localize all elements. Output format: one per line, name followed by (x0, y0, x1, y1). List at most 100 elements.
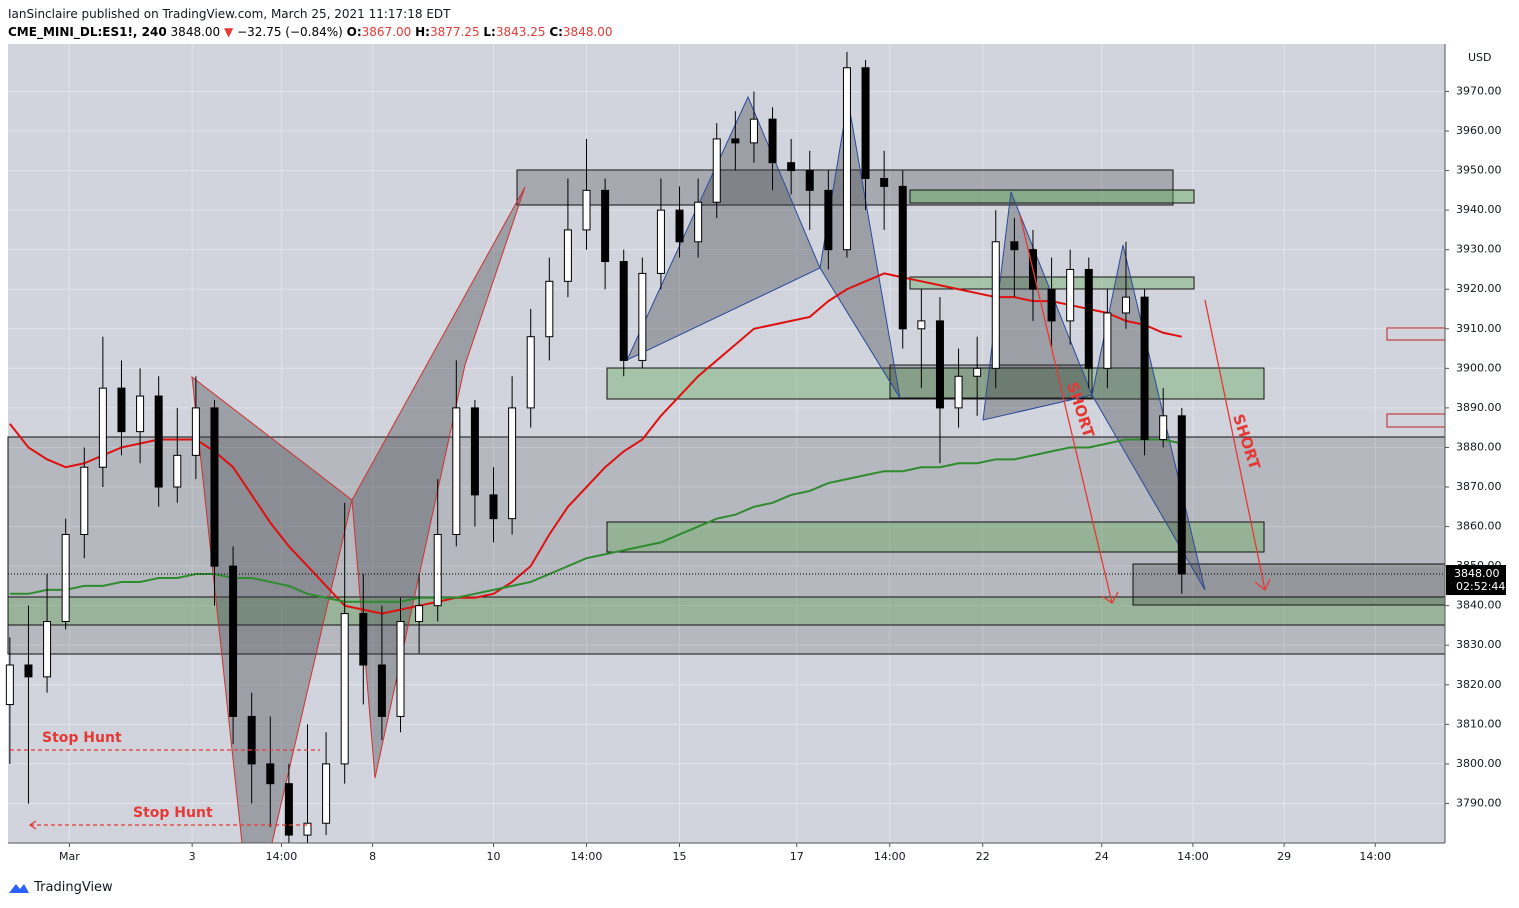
y-tick-label: 3870.00 (1456, 480, 1502, 493)
candle-body (1047, 288, 1056, 322)
candle-body (98, 387, 107, 468)
moving-average (9, 272, 1182, 615)
candle-body (1121, 296, 1130, 314)
candle-body (935, 320, 944, 409)
candle-body (582, 189, 591, 231)
y-tick-label: 3950.00 (1456, 164, 1502, 177)
candle-body (322, 763, 331, 824)
zone (606, 367, 1265, 400)
candle-body (563, 229, 572, 282)
patterns (191, 95, 1206, 844)
x-tick-label: 14:00 (266, 850, 298, 863)
x-tick-label: 14:00 (874, 850, 906, 863)
candle-body (452, 407, 461, 535)
candle-body (545, 280, 554, 338)
candle-body (191, 407, 200, 456)
candle-body (917, 320, 926, 330)
y-tick-label: 3830.00 (1456, 638, 1502, 651)
footer: TradingView (8, 880, 113, 895)
candle-body (136, 395, 145, 433)
last-price-box (1446, 565, 1506, 596)
x-tick-label: 15 (673, 850, 687, 863)
y-tick-label: 3930.00 (1456, 243, 1502, 256)
y-tick-label: 3960.00 (1456, 124, 1502, 137)
candle-body (1103, 312, 1112, 369)
y-tick-label: 3940.00 (1456, 203, 1502, 216)
plot (5, 51, 1186, 843)
annotation: Stop Hunt (42, 730, 122, 746)
candle-body (1084, 268, 1093, 369)
y-tick-label: 3880.00 (1456, 440, 1502, 453)
candle-body (359, 613, 368, 666)
candle-body (1140, 296, 1149, 441)
change: −32.75 (−0.84%) (237, 25, 343, 39)
candle-body (415, 605, 424, 622)
candle-body (526, 336, 535, 409)
arrow-head (1254, 578, 1271, 592)
plot-bg (8, 44, 1445, 843)
candle-body (694, 201, 703, 243)
y-tick-label: 3840.00 (1456, 599, 1502, 612)
y-tick-label: 3860.00 (1456, 520, 1502, 533)
arrow-head (28, 820, 37, 830)
o: 3867.00 (361, 25, 412, 39)
candle-body (712, 138, 721, 203)
zone (909, 189, 1195, 204)
y-tick-label: 3810.00 (1456, 717, 1502, 730)
candle-body (954, 375, 963, 409)
arrow (1204, 299, 1266, 591)
symbol: CME_MINI_DL:ES1!, 240 (8, 25, 167, 39)
x-tick-label: 24 (1095, 850, 1109, 863)
candle-body (24, 664, 33, 678)
zone (889, 364, 1093, 399)
x-tick-label: 14:00 (571, 850, 603, 863)
candle-body (340, 613, 349, 765)
last: 3848.00 (170, 25, 221, 39)
candle-body (973, 367, 982, 377)
arrow (1019, 214, 1113, 604)
candle-body (5, 664, 14, 706)
candle-body (210, 407, 219, 567)
candle-body (470, 407, 479, 496)
candle-body (1159, 415, 1168, 441)
y-tick-label: 3900.00 (1456, 361, 1502, 374)
y-tick-label: 3790.00 (1456, 796, 1502, 809)
candle-body (638, 272, 647, 361)
candle-body (61, 533, 70, 622)
candle-body (266, 763, 275, 785)
candle-body (805, 170, 814, 191)
chart: Stop Hunt Stop Hunt SHORT SHORT USD 3790… (5, 44, 1506, 863)
arrow-head (1101, 591, 1119, 604)
zone (606, 521, 1265, 553)
y-tick-label: 3890.00 (1456, 401, 1502, 414)
x-tick-label: 14:00 (1177, 850, 1209, 863)
header: IanSinclaire published on TradingView.co… (8, 5, 613, 41)
candle-body (154, 395, 163, 488)
pattern (351, 186, 526, 779)
candle-body (284, 783, 293, 836)
candle-body (80, 466, 89, 535)
x-tick-label: 14:00 (1359, 850, 1391, 863)
y-tick-label: 3970.00 (1456, 84, 1502, 97)
annotation: Stop Hunt (133, 805, 213, 821)
o-label: O: (346, 25, 362, 39)
candle-body (898, 185, 907, 330)
grid (8, 44, 1445, 843)
candle-body (377, 664, 386, 717)
quote-line: CME_MINI_DL:ES1!, 240 3848.00 ▼ −32.75 (… (8, 23, 613, 41)
brand: TradingView (34, 880, 113, 895)
axes: 3790.00 3800.00 3810.00 3820.00 3830.00 3840.… (8, 84, 1506, 863)
y-tick-label: 3910.00 (1456, 322, 1502, 335)
zones (7, 169, 1446, 655)
candle-body (991, 241, 1000, 369)
last-price-label: 3848.00 (1454, 567, 1500, 580)
candle-body (173, 454, 182, 488)
candle-body (43, 620, 52, 678)
h-label: H: (415, 25, 430, 39)
x-tick-label: 29 (1277, 850, 1291, 863)
c: 3848.00 (562, 25, 613, 39)
candle-body (489, 494, 498, 520)
candle-body (508, 407, 517, 520)
candle-body (842, 67, 851, 251)
